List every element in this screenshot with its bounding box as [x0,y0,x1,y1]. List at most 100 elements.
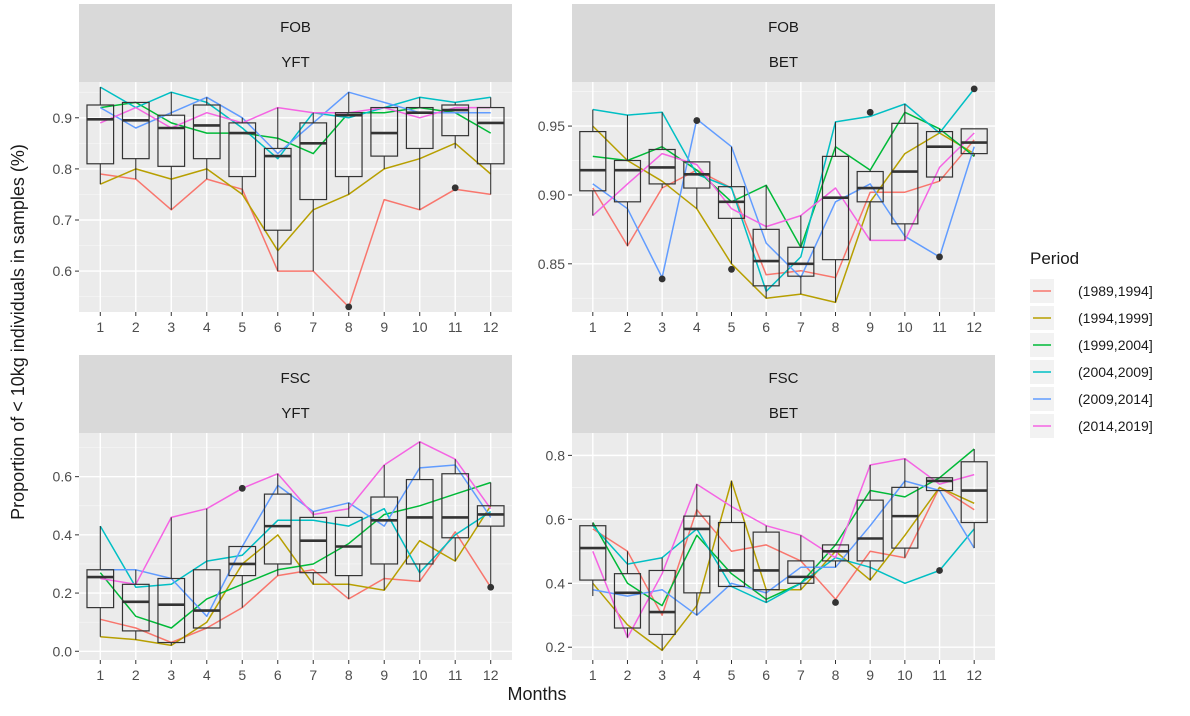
box-iqr [787,560,815,584]
x-tick-label: 2 [624,319,632,335]
series-line-3 [100,101,492,155]
legend: Period (1989,1994] (1994,1999] (1999,2004] (… [1030,249,1153,438]
box-iqr [856,499,884,562]
y-tick-label: 0.2 [546,639,566,655]
boxplot-month-2 [121,569,150,640]
y-tick-label: 0.4 [53,527,73,543]
series-line-3 [99,481,491,629]
series-line-4 [592,88,975,293]
series-line-6 [100,440,492,586]
outlier-point [832,599,839,606]
y-tick-label: 0.2 [53,585,73,601]
boxplot-month-4 [683,161,711,209]
x-tick-label: 6 [274,319,282,335]
boxplot-month-7 [299,511,328,585]
boxplot-month-1 [579,522,607,597]
series-line-5 [100,464,492,618]
boxplot-month-12 [476,482,505,588]
boxplot-month-6 [752,185,780,299]
x-tick-label: 7 [797,319,805,335]
box-iqr [370,496,399,565]
x-tick-label: 2 [132,319,140,335]
facet-strip [572,355,995,433]
outlier-point [936,253,943,261]
box-iqr [613,159,642,203]
panel-background [572,82,995,312]
box-iqr [821,544,850,562]
x-tick-label: 11 [448,319,463,335]
box-iqr [960,461,988,524]
x-tick-label: 3 [658,319,666,335]
box-iqr [441,473,470,539]
boxplot-month-2 [613,115,642,246]
boxplot-month-11 [925,128,954,182]
box-iqr [752,531,780,591]
box-iqr [579,525,607,581]
x-tick-label: 5 [238,667,246,683]
x-tick-label: 7 [309,667,317,683]
box-iqr [334,112,363,178]
x-tick-label: 4 [203,319,211,335]
boxplot-month-10 [405,441,434,582]
boxplot-month-7 [299,112,328,272]
outlier-point [658,275,666,283]
boxplot-month-5 [228,117,257,195]
x-tick-label: 6 [762,667,770,683]
facet-strip [79,355,512,433]
box-iqr [192,104,221,160]
box-iqr [405,478,434,565]
box-iqr [157,114,186,167]
y-tick-label: 0.6 [53,469,73,485]
strip-label-gear: FOB [280,19,311,36]
strip-label-gear: FSC [769,370,799,387]
boxplot-month-12 [960,128,988,157]
boxplot-month-9 [856,464,884,581]
series-line-2 [100,142,492,252]
boxplot-month-8 [821,544,850,568]
strip-label-species: YFT [281,54,309,71]
box-iqr [891,122,919,225]
series-line-2 [100,505,492,647]
series-line-1 [592,486,975,616]
boxplot-month-6 [752,525,780,603]
y-axis-title: Proportion of < 10kg individuals in samp… [8,144,28,520]
series-line-1 [100,173,491,308]
x-tick-label: 2 [132,667,140,683]
facet-strip [79,4,512,82]
x-tick-label: 10 [897,667,913,683]
box-iqr [683,515,711,594]
x-tick-label: 10 [897,319,913,335]
series-line-6 [100,106,491,129]
legend-item: (1989,1994] [1030,279,1153,303]
y-tick-label: 0.8 [53,161,73,177]
boxplot-month-1 [579,109,607,216]
box-iqr [752,228,780,287]
boxplot-month-11 [441,459,470,562]
legend-item: (1999,2004] [1030,333,1153,357]
outlier-point [487,583,495,591]
x-tick-label: 12 [483,319,499,335]
x-tick-label: 10 [412,319,428,335]
panel-background [572,433,995,660]
boxplot-month-5 [228,545,257,608]
panel-background [79,433,512,660]
strip-label-gear: FSC [281,370,311,387]
x-tick-label: 7 [797,667,805,683]
outlier-point [936,567,943,574]
y-tick-label: 0.4 [546,575,566,591]
legend-item: (2014,2019] [1030,414,1153,438]
boxplot-month-9 [856,170,884,241]
y-tick-label: 0.6 [546,511,566,527]
legend-label: (2009,2014] [1078,391,1153,407]
box-iqr [476,505,505,527]
box-iqr [86,104,115,165]
series-line-5 [592,480,975,616]
boxplot-month-11 [441,102,470,149]
boxplot-month-11 [925,477,954,492]
x-tick-label: 6 [762,319,770,335]
boxplot-month-4 [192,97,221,180]
boxplot-month-10 [891,104,919,241]
